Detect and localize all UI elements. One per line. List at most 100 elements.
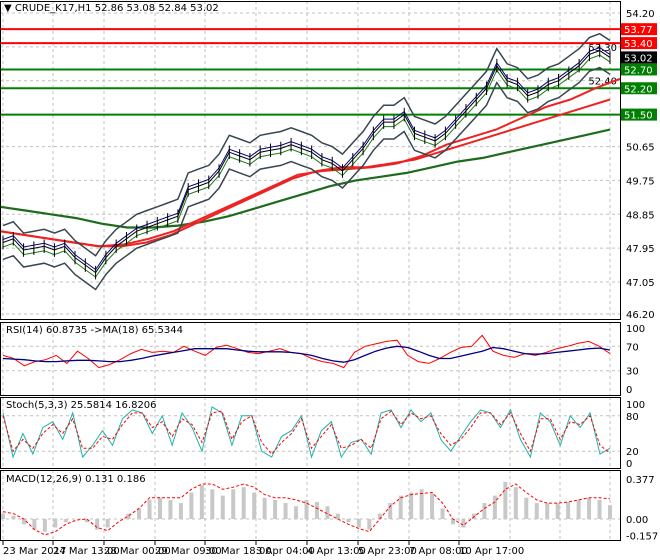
macd-histogram-bar [566, 502, 571, 519]
ohlc-values: 52.86 53.08 52.84 53.02 [94, 3, 219, 14]
macd-histogram-bar [63, 519, 68, 523]
stoch-label: Stoch(5,3,3) 25.5814 16.8206 [6, 400, 157, 411]
macd-histogram-bar [346, 519, 351, 523]
macd-histogram-bar [210, 489, 215, 519]
macd-histogram-bar [524, 497, 529, 519]
time-axis-label: 5 Apr 23:00 [358, 546, 417, 557]
macd-histogram-bar [126, 513, 131, 519]
macd-histogram-bar [84, 519, 89, 523]
rsi-tick-label: 100 [626, 324, 645, 335]
macd-histogram-bar [42, 519, 47, 532]
macd-histogram-bar [440, 508, 445, 519]
macd-histogram-bar [576, 499, 581, 519]
macd-histogram-bar [534, 503, 539, 519]
macd-histogram-bar [105, 519, 110, 528]
stoch-k-line [2, 406, 611, 459]
level-price-badge [621, 63, 657, 76]
panel-border [0, 397, 621, 469]
rsi-ma-line [2, 345, 611, 363]
macd-histogram-bar [157, 497, 162, 519]
current-price-badge [621, 51, 657, 64]
ma-green-line [0, 128, 611, 229]
macd-histogram-bar [304, 499, 309, 519]
rsi-label: RSI(14) 60.8735 ->MA(18) 65.5344 [6, 325, 183, 336]
macd-histogram-bar [325, 506, 330, 519]
level-price-badge [621, 37, 657, 50]
macd-histogram-bar [503, 481, 508, 519]
macd-histogram-bar [147, 499, 152, 519]
price-tick-label: 49.75 [626, 176, 655, 187]
macd-histogram-bar [137, 508, 142, 519]
macd-histogram-bar [398, 495, 403, 519]
stoch-tick-label: 100 [626, 400, 645, 411]
time-axis-label: 29 Mar 09:00 [155, 546, 222, 557]
macd-tick-label: -0.157 [626, 532, 658, 543]
macd-histogram-bar [513, 487, 518, 519]
time-axis-label: 28 Mar 00:00 [104, 546, 171, 557]
macd-histogram-bar [492, 495, 497, 519]
macd-histogram-bar [294, 506, 299, 519]
rsi-tick-label: 30 [626, 367, 639, 378]
time-axis-label: 24 Mar 13:00 [53, 546, 120, 557]
level-price-badge [621, 82, 657, 95]
symbol-header: ▼ CRUDE_K17,H1 52.86 53.08 52.84 53.02 [4, 3, 219, 14]
level-price-label: 52.20 [624, 84, 653, 95]
level-price-label: 52.70 [624, 65, 653, 76]
price-tick-label: 47.05 [626, 278, 655, 289]
panel-border [0, 322, 621, 396]
ma-short-blue-line [2, 47, 611, 271]
rsi-tick-label: 0 [626, 385, 632, 396]
time-axis-label: 4 Apr 13:00 [307, 546, 366, 557]
macd-histogram-bar [220, 495, 225, 519]
macd-histogram-bar [252, 492, 257, 519]
macd-histogram-bar [461, 519, 466, 528]
panel-border [0, 470, 621, 541]
macd-histogram-bar [1, 513, 5, 519]
macd-histogram-bar [388, 503, 393, 519]
bollinger-upper-line [2, 32, 611, 257]
macd-histogram-bar [11, 515, 16, 519]
rsi-tick-label: 70 [626, 342, 639, 353]
macd-tick-label: 0.377 [626, 475, 655, 486]
macd-histogram-bar [587, 497, 592, 519]
price-tick-label: 46.20 [626, 310, 655, 321]
macd-histogram-bar [608, 505, 612, 519]
time-axis-label: 30 Mar 18:00 [205, 546, 272, 557]
current-price-label: 53.02 [624, 53, 653, 64]
macd-histogram-bar [597, 499, 602, 519]
time-axis-label: 10 Apr 17:00 [459, 546, 524, 557]
macd-histogram-bar [21, 519, 26, 525]
ma-short-green-line [2, 54, 611, 278]
stoch-tick-label: 0 [626, 459, 632, 470]
macd-histogram-bar [482, 503, 487, 519]
time-axis-label: 7 Apr 08:00 [409, 546, 468, 557]
symbol-label: CRUDE_K17,H1 [14, 3, 92, 14]
macd-histogram-bar [178, 503, 183, 519]
level-price-label: 53.40 [624, 39, 653, 50]
level-price-label: 53.77 [624, 25, 653, 36]
macd-histogram-bar [231, 489, 236, 519]
level-price-label: 51.50 [624, 111, 653, 122]
dropdown-triangle-icon[interactable]: ▼ [4, 3, 12, 14]
price-tick-label: 54.20 [626, 9, 655, 20]
macd-histogram-bar [95, 519, 100, 530]
price-tick-label: 53.30 [588, 43, 617, 54]
macd-histogram-bar [168, 499, 173, 519]
macd-histogram-bar [262, 497, 267, 519]
macd-signal-line [2, 483, 611, 536]
stoch-tick-label: 80 [626, 412, 639, 423]
macd-histogram-bar [314, 502, 319, 519]
macd-histogram-bar [409, 492, 414, 519]
macd-histogram-bar [555, 503, 560, 519]
rsi-line [2, 334, 611, 369]
price-tick-label: 52.40 [588, 77, 617, 88]
stoch-tick-label: 20 [626, 447, 639, 458]
stoch-d-line [2, 410, 611, 455]
panel-border [0, 1, 621, 320]
bollinger-lower-line [2, 66, 611, 291]
macd-histogram-bar [367, 519, 372, 530]
macd-histogram-bar [32, 519, 37, 530]
price-tick-label: 47.95 [626, 244, 655, 255]
macd-tick-label: 0.00 [626, 515, 648, 526]
